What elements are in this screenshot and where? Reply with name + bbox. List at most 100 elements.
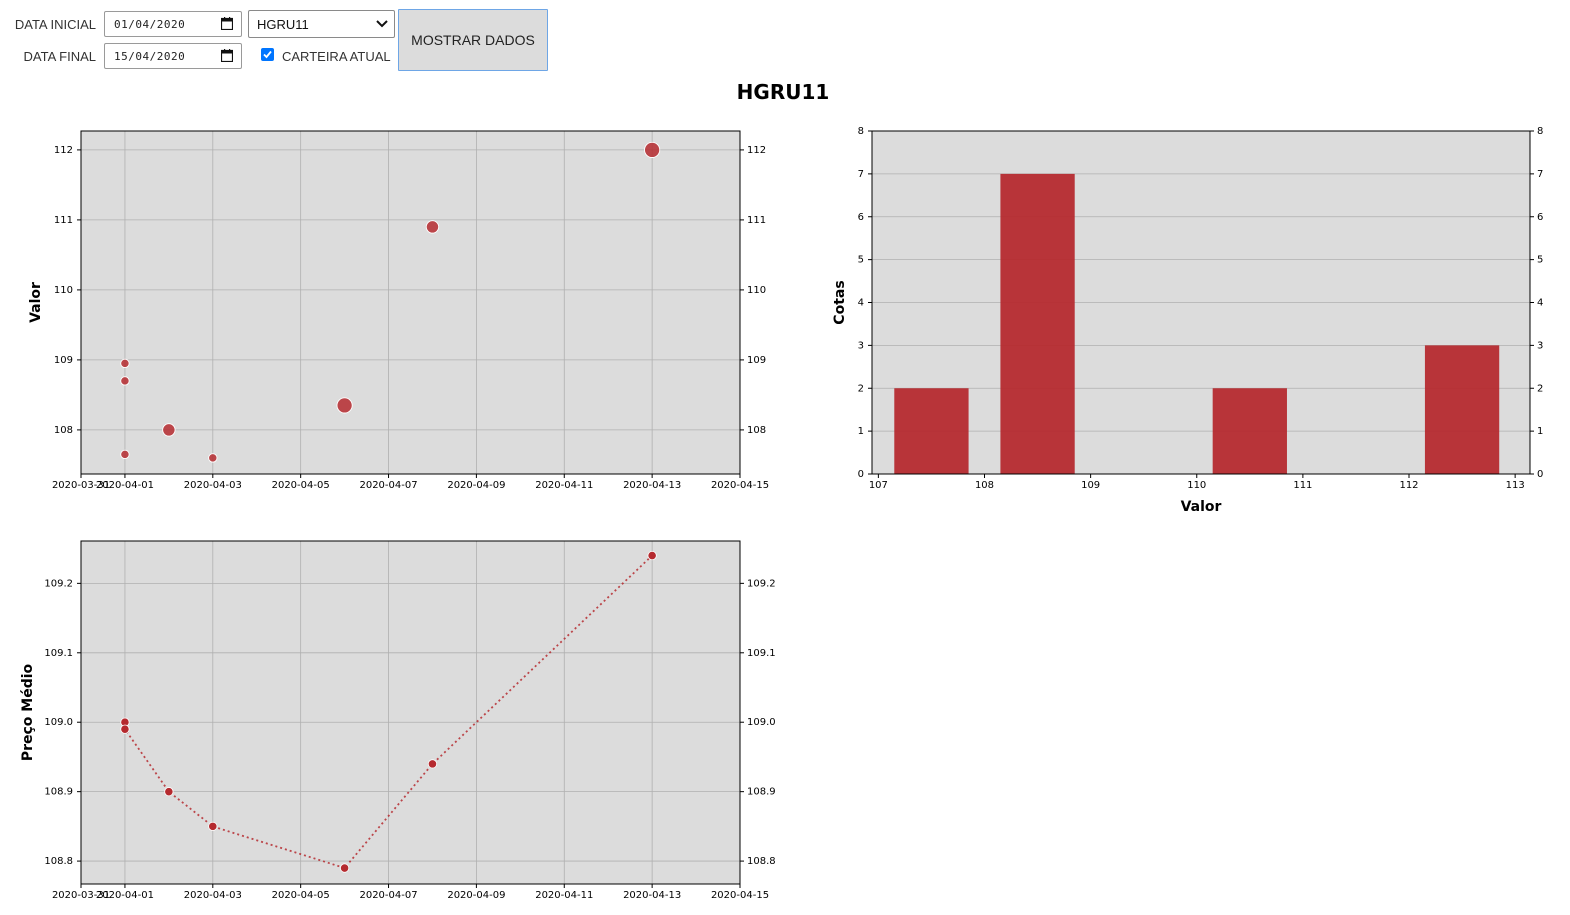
valor-scatter-point (120, 376, 130, 386)
cotas-histogram-bar (894, 388, 969, 474)
preco-medio-line-y-tick-label-right: 109.2 (747, 578, 776, 589)
cotas-histogram-y-tick-label: 5 (858, 255, 864, 266)
preco-medio-line-y-tick-label: 109.2 (44, 578, 73, 589)
cotas-histogram-y-tick-label-right: 1 (1537, 426, 1543, 437)
cotas-histogram-x-tick-label: 111 (1293, 480, 1312, 491)
cotas-histogram-x-axis-label: Valor (1181, 499, 1222, 515)
valor-scatter-x-tick-label: 2020-04-09 (447, 480, 505, 491)
preco-medio-line-y-tick-label: 108.8 (44, 856, 73, 867)
cotas-histogram-x-tick-label: 107 (869, 480, 888, 491)
preco-medio-line-point (208, 821, 218, 831)
preco-medio-line-point (427, 759, 438, 769)
cotas-histogram-y-tick-label: 1 (858, 426, 864, 437)
show-data-button[interactable]: MOSTRAR DADOS (398, 9, 548, 71)
valor-scatter-y-tick-label: 109 (54, 355, 73, 366)
valor-scatter-point (425, 220, 440, 234)
preco-medio-line-x-tick-label: 2020-04-13 (623, 890, 681, 901)
valor-scatter-y-tick-label-right: 112 (747, 145, 766, 156)
cotas-histogram-x-tick-label: 112 (1399, 480, 1418, 491)
cotas-histogram-y-tick-label: 0 (858, 469, 864, 480)
cotas-histogram-y-axis-label: Cotas (832, 280, 848, 324)
cotas-histogram-x-tick-label: 109 (1081, 480, 1100, 491)
preco-medio-line-point (120, 724, 130, 734)
preco-medio-line-y-tick-label-right: 109.1 (747, 648, 776, 659)
cotas-histogram-y-tick-label-right: 3 (1537, 340, 1543, 351)
valor-scatter-x-tick-label: 2020-04-01 (96, 480, 154, 491)
cotas-histogram-x-tick-label: 113 (1506, 480, 1525, 491)
page-title: HGRU11 (736, 80, 830, 104)
preco-medio-line-x-tick-label: 2020-04-15 (711, 890, 769, 901)
valor-scatter-plot-area (81, 131, 740, 474)
preco-medio-line-x-tick-label: 2020-03-31 (52, 890, 110, 901)
preco-medio-line-y-tick-label: 108.9 (44, 787, 73, 798)
valor-scatter-y-tick-label: 112 (54, 145, 73, 156)
check-icon (263, 50, 272, 59)
start-date-value: 01/04/2020 (114, 17, 186, 31)
preco-medio-line-point (339, 863, 350, 873)
valor-scatter-point (644, 141, 661, 158)
valor-scatter-y-tick-label-right: 109 (747, 355, 766, 366)
cotas-histogram-y-tick-label: 6 (858, 212, 864, 223)
preco-medio-line-point (647, 550, 657, 561)
cotas-histogram-y-tick-label-right: 4 (1537, 298, 1543, 309)
valor-scatter-x-tick-label: 2020-04-15 (711, 480, 769, 491)
start-date-label: DATA INICIAL (14, 17, 96, 32)
preco-medio-line-y-tick-label-right: 109.0 (747, 717, 776, 728)
end-date-label: DATA FINAL (23, 49, 96, 64)
preco-medio-line-x-tick-label: 2020-04-01 (96, 890, 154, 901)
preco-medio-line-frame (80, 540, 741, 885)
preco-medio-line-x-tick-label: 2020-04-07 (359, 890, 417, 901)
cotas-histogram-y-tick-label-right: 6 (1537, 212, 1543, 223)
cotas-histogram-bar (1424, 345, 1500, 474)
ticker-select-value: HGRU11 (257, 16, 309, 32)
cotas-histogram-y-tick-label-right: 8 (1537, 126, 1543, 137)
end-date-input[interactable]: 15/04/2020 (104, 43, 242, 69)
cotas-histogram-y-tick-label-right: 5 (1537, 255, 1543, 266)
cotas-histogram-y-tick-label: 2 (858, 383, 864, 394)
preco-medio-line-y-tick-label-right: 108.8 (747, 856, 776, 867)
valor-scatter-y-tick-label: 108 (54, 425, 73, 436)
valor-scatter-y-tick-label: 111 (54, 215, 73, 226)
valor-scatter-x-tick-label: 2020-04-05 (272, 480, 330, 491)
cotas-histogram-y-tick-label: 4 (858, 298, 864, 309)
valor-scatter-point (162, 423, 176, 437)
valor-scatter-y-tick-label: 110 (54, 285, 73, 296)
current-portfolio-label: CARTEIRA ATUAL (282, 49, 391, 64)
valor-scatter-y-axis-label: Valor (28, 282, 44, 323)
current-portfolio-checkbox[interactable] (261, 48, 274, 61)
cotas-histogram-y-tick-label: 8 (858, 126, 864, 137)
valor-scatter-x-tick-label: 2020-04-03 (184, 480, 242, 491)
preco-medio-line-x-tick-label: 2020-04-03 (184, 890, 242, 901)
cotas-histogram-y-tick-label: 3 (858, 340, 864, 351)
valor-scatter-point (120, 449, 130, 460)
valor-scatter-point (120, 358, 130, 369)
cotas-histogram-y-tick-label-right: 7 (1537, 169, 1543, 180)
preco-medio-line-x-tick-label: 2020-04-09 (447, 890, 505, 901)
valor-scatter-x-tick-label: 2020-03-31 (52, 480, 110, 491)
cotas-histogram-y-tick-label-right: 0 (1537, 469, 1543, 480)
valor-scatter-x-tick-label: 2020-04-13 (623, 480, 681, 491)
preco-medio-line-y-axis-label: Preço Médio (20, 663, 36, 761)
ticker-select[interactable]: HGRU11 (248, 10, 395, 38)
preco-medio-line-point (164, 787, 174, 797)
preco-medio-line-plot-area (81, 541, 740, 884)
valor-scatter-x-tick-label: 2020-04-11 (535, 480, 593, 491)
valor-scatter-frame (80, 130, 741, 475)
calendar-icon[interactable] (221, 49, 233, 62)
chevron-down-icon (376, 20, 388, 28)
preco-medio-line-y-tick-label: 109.1 (44, 648, 73, 659)
start-date-input[interactable]: 01/04/2020 (104, 11, 242, 37)
cotas-histogram-bar (1212, 388, 1287, 474)
end-date-value: 15/04/2020 (114, 49, 186, 63)
preco-medio-line-y-tick-label: 109.0 (44, 717, 73, 728)
valor-scatter-y-tick-label-right: 108 (747, 425, 766, 436)
cotas-histogram-x-tick-label: 110 (1187, 480, 1206, 491)
cotas-histogram-frame (871, 130, 1531, 475)
preco-medio-line-x-tick-label: 2020-04-05 (272, 890, 330, 901)
preco-medio-line-y-tick-label-right: 108.9 (747, 787, 776, 798)
cotas-histogram-y-tick-label: 7 (858, 169, 864, 180)
preco-medio-line-x-tick-label: 2020-04-11 (535, 890, 593, 901)
valor-scatter-point (336, 397, 353, 414)
calendar-icon[interactable] (221, 17, 233, 30)
